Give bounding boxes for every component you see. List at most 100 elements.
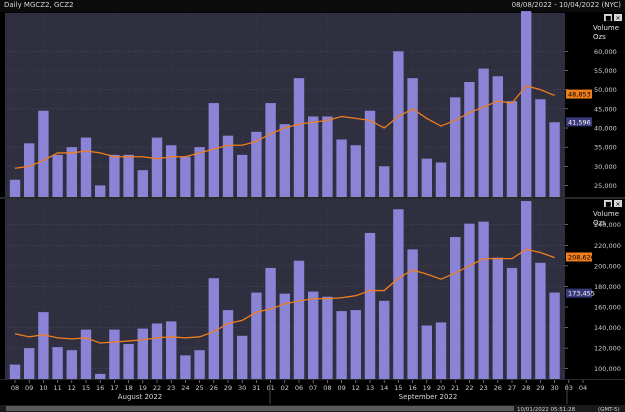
volume-bar (279, 293, 290, 379)
volume-bar (151, 137, 163, 197)
volume-bar (194, 147, 205, 197)
y-axis-label: Volume (593, 24, 619, 32)
volume-bar (308, 116, 319, 197)
volume-bar (251, 292, 262, 379)
x-tick-label: 23 (167, 384, 175, 392)
moving-average-line (14, 85, 555, 169)
volume-bar (208, 103, 219, 197)
footer-timezone: (GMT-5) (598, 407, 620, 412)
volume-bar (38, 312, 49, 379)
x-tick-label: 15 (82, 384, 90, 392)
volume-bar (109, 154, 120, 197)
last-value-badge (566, 117, 592, 127)
volume-bar (279, 124, 290, 197)
volume-bar (379, 166, 390, 197)
volume-bar (38, 110, 49, 197)
close-icon-box[interactable] (614, 200, 622, 207)
volume-bar (478, 221, 489, 379)
volume-bar (251, 131, 262, 197)
volume-bar (336, 139, 347, 197)
volume-bar (421, 158, 432, 197)
x-tick-label: 02 (281, 384, 289, 392)
last-value-label: 173,455 (568, 290, 595, 298)
maximize-icon-box[interactable] (604, 14, 612, 21)
footer-timestamp: 10/01/2022 05:51:28 (517, 407, 576, 412)
y-tick-label: 60,000 (594, 48, 617, 56)
x-tick-label: 27 (508, 384, 516, 392)
moving-average-line (14, 248, 555, 344)
volume-bar (393, 51, 404, 198)
maximize-icon-box[interactable] (604, 200, 612, 207)
volume-bar (151, 323, 163, 379)
x-tick-label: 06 (295, 384, 303, 392)
volume-bar (52, 154, 63, 197)
volume-bar (166, 145, 177, 197)
x-tick-label: 11 (53, 384, 61, 392)
volume-bar (123, 344, 134, 379)
x-tick-label: 15 (394, 384, 402, 392)
panel-mgcz2: 25,000 30,000 35,000 40,000 45,000 50,000 55,0… (0, 11, 625, 199)
maximize-icon[interactable]: ■ (605, 14, 611, 22)
x-tick-label: 14 (380, 384, 388, 392)
x-tick-label: 16 (96, 384, 104, 392)
volume-bar (322, 296, 333, 379)
x-tick-label: 21 (451, 384, 459, 392)
volume-bar (180, 156, 191, 197)
volume-bar (66, 350, 77, 379)
volume-bar (521, 11, 532, 198)
volume-bar (350, 145, 361, 197)
month-label: September 2022 (399, 393, 458, 401)
x-tick-label: 26 (210, 384, 218, 392)
volume-bar (293, 260, 305, 379)
last-value-label: 208,626 (568, 253, 595, 261)
volume-bar (464, 82, 475, 197)
scrollbar-thumb[interactable] (6, 406, 514, 411)
x-tick-label: 22 (153, 384, 161, 392)
volume-bar (450, 97, 461, 197)
y-axis-label-unit: Ozs (593, 33, 606, 41)
volume-bar (24, 143, 35, 197)
volume-bar (506, 267, 518, 379)
volume-bar (9, 179, 21, 197)
volume-bar (237, 335, 248, 379)
volume-bar (109, 329, 120, 379)
x-tick-label: 17 (110, 384, 118, 392)
y-tick-label: 120,000 (594, 345, 621, 353)
panel-gcz2: 100,000 120,000 140,000 160,000 180,000 200,0… (0, 199, 625, 381)
volume-bar (407, 78, 418, 197)
volume-bar (435, 322, 447, 379)
x-tick-label: 09 (337, 384, 345, 392)
volume-bar (535, 99, 546, 197)
x-tick-label: 16 (408, 384, 416, 392)
volume-bar (166, 321, 177, 379)
close-icon[interactable]: × (615, 200, 620, 208)
y-tick-label: 180,000 (594, 283, 621, 291)
maximize-icon[interactable]: ■ (605, 200, 611, 208)
volume-bar (80, 329, 92, 379)
volume-bar (407, 249, 418, 379)
last-value-badge (566, 252, 592, 262)
x-tick-label: 08 (323, 384, 331, 392)
y-tick-label: 35,000 (594, 144, 617, 152)
x-tick-label: 28 (522, 384, 530, 392)
x-tick-label: 09 (25, 384, 33, 392)
close-icon-box[interactable] (614, 14, 622, 21)
volume-bar (393, 209, 404, 379)
y-tick-label: 55,000 (594, 67, 617, 75)
close-icon[interactable]: × (615, 14, 620, 22)
volume-bar (308, 291, 319, 379)
y-tick-label: 200,000 (594, 262, 621, 270)
x-tick-label: 26 (494, 384, 502, 392)
x-tick-label: 08 (11, 384, 19, 392)
y-tick-label: 140,000 (594, 324, 621, 332)
chart-title: Daily MGCZ2, GCZ2 (4, 1, 74, 9)
volume-bar (222, 135, 234, 197)
x-tick-label: 07 (309, 384, 317, 392)
x-tick-label: 29 (536, 384, 544, 392)
x-tick-label: 22 (465, 384, 473, 392)
x-axis: 08 09 10 11 12 15 16 17 18 19 22 23 24 25 26 29 30 31 01 02… (0, 380, 625, 412)
y-tick-label: 45,000 (594, 105, 617, 113)
volume-bar (24, 348, 35, 379)
